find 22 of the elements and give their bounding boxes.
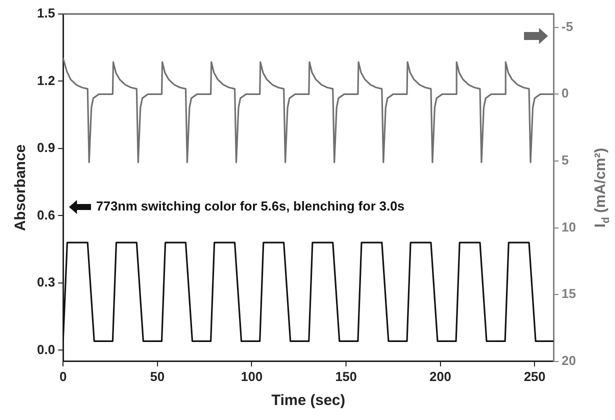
y2-tick-label: 20 [562, 352, 576, 368]
x-tick-label: 50 [150, 368, 165, 384]
x-tick-label: 200 [430, 368, 452, 384]
x-tick-label: 0 [59, 368, 67, 384]
y-tick-label: 0.6 [36, 207, 56, 222]
y2-tick-label: 0 [562, 86, 569, 101]
y2-tick-label: 15 [562, 286, 576, 302]
y2-tick-label: 10 [562, 219, 576, 234]
y-tick-label: 1.2 [36, 72, 56, 88]
y-tick-label: 1.5 [36, 6, 56, 21]
y-tick-label: 0.0 [36, 342, 56, 357]
x-tick-label: 100 [240, 368, 263, 384]
y-tick-label: 0.9 [36, 140, 56, 156]
annotation: 773nm switching color for 5.6s, blenching for 3.0s [96, 198, 405, 214]
y2-axis-title: Id (mA/cm²) [592, 148, 612, 228]
y-axis-title: Absorbance [12, 144, 30, 232]
y2-tick-label: -5 [562, 18, 574, 34]
y-tick-label: 0.3 [36, 274, 56, 290]
x-axis-title: Time (sec) [271, 392, 346, 410]
x-tick-label: 250 [524, 368, 546, 384]
x-tick-label: 150 [335, 368, 357, 384]
y2-tick-label: 5 [562, 152, 569, 168]
